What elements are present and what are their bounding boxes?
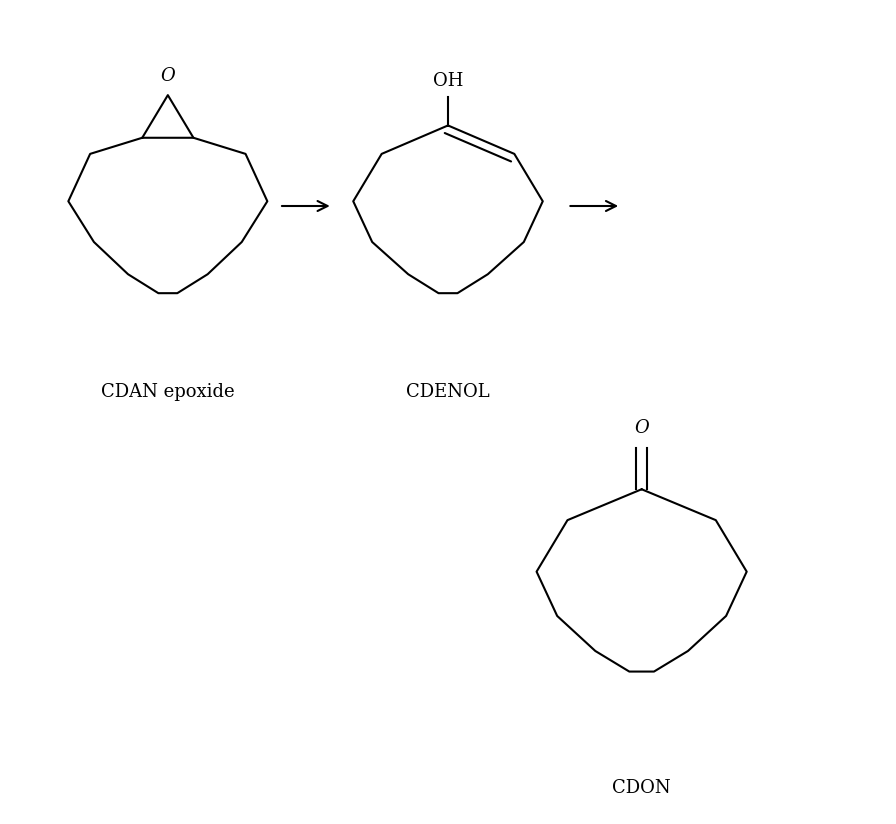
Text: CDENOL: CDENOL: [406, 383, 490, 401]
Text: O: O: [160, 68, 176, 85]
Text: CDAN epoxide: CDAN epoxide: [101, 383, 235, 401]
Text: O: O: [634, 419, 649, 438]
Text: OH: OH: [433, 72, 463, 90]
Text: CDON: CDON: [612, 779, 671, 797]
